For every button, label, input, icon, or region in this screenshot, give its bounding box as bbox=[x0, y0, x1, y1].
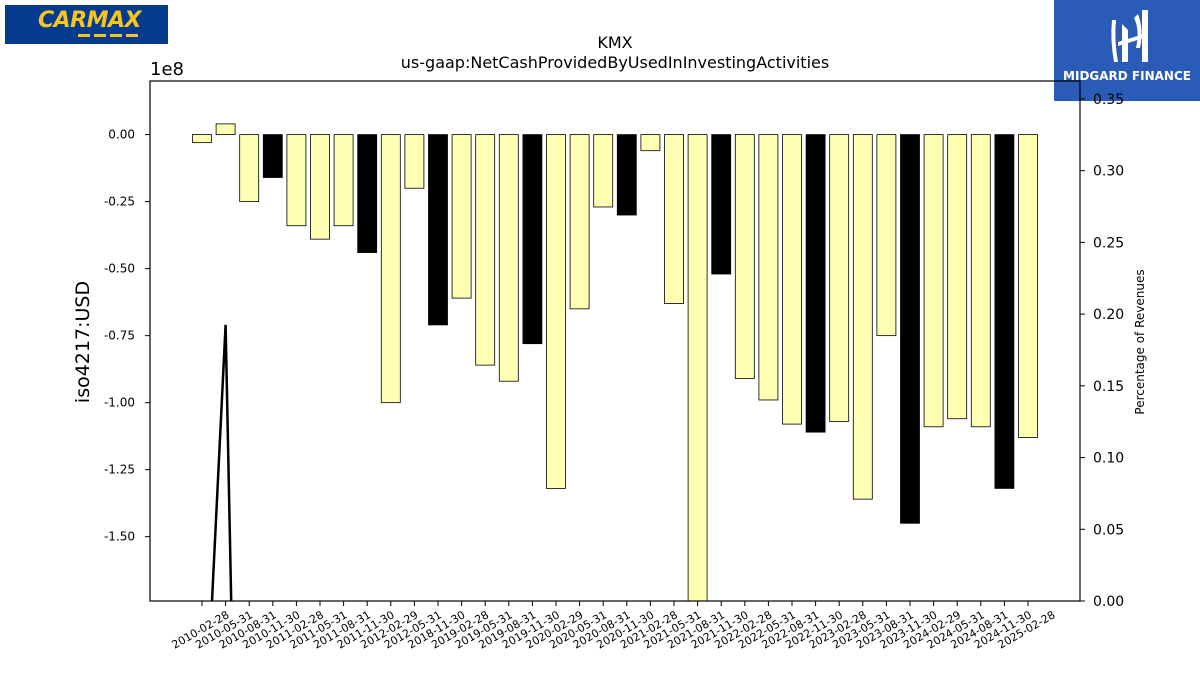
carmax-logo-dashes bbox=[78, 34, 140, 37]
bar bbox=[428, 134, 448, 326]
y-tick-label: 0.00 bbox=[108, 128, 135, 142]
plot-frame bbox=[149, 80, 1081, 602]
bar bbox=[734, 134, 755, 379]
y2-axis-label: Percentage of Revenues bbox=[1133, 269, 1147, 414]
midgard-logo-text: MIDGARD FINANCE bbox=[1063, 69, 1191, 83]
y2-tick-label: 0.30 bbox=[1093, 164, 1124, 180]
chart-subtitle: us-gaap:NetCashProvidedByUsedInInvesting… bbox=[401, 53, 829, 72]
chart-title: KMX bbox=[597, 33, 632, 52]
bar bbox=[758, 134, 779, 401]
midgard-finance-logo: MIDGARD FINANCE bbox=[1054, 0, 1200, 101]
y-axis-label: iso4217:USD bbox=[72, 281, 94, 403]
bar bbox=[404, 134, 425, 189]
axes-layer: 0.00 -0.25 -0.50 -0.75 -1.00 -1.25 -1.50 0.35 0.… bbox=[104, 80, 1124, 652]
bar bbox=[876, 134, 897, 337]
carmax-logo: CARMAX bbox=[5, 5, 168, 44]
y-tick-label: -0.50 bbox=[104, 262, 135, 276]
y-tick-label: -1.25 bbox=[104, 463, 135, 477]
bar bbox=[947, 134, 968, 420]
y2-tick-label: 0.05 bbox=[1093, 522, 1124, 538]
bar bbox=[380, 134, 401, 404]
bar bbox=[782, 134, 802, 425]
y-tick-label: -0.75 bbox=[104, 329, 135, 343]
bar bbox=[498, 134, 519, 382]
y2-tick-label: 0.35 bbox=[1093, 92, 1124, 108]
bar bbox=[852, 134, 873, 500]
bar-layer bbox=[192, 123, 1038, 602]
bar bbox=[546, 134, 566, 489]
bar bbox=[805, 134, 826, 433]
y2-tick-label: 0.20 bbox=[1093, 307, 1124, 323]
y-tick-label: -1.50 bbox=[104, 530, 135, 544]
y-tick-label: -1.00 bbox=[104, 396, 135, 410]
bar bbox=[923, 134, 944, 428]
bar bbox=[640, 134, 661, 152]
bar bbox=[239, 134, 260, 203]
bar bbox=[711, 134, 732, 275]
bar bbox=[970, 134, 991, 428]
bar bbox=[262, 134, 283, 178]
bar bbox=[569, 134, 590, 310]
bar bbox=[664, 134, 684, 304]
bar bbox=[357, 134, 378, 253]
bar bbox=[286, 134, 307, 227]
midgard-emblem-icon bbox=[1111, 10, 1148, 62]
y-tick-label: -0.25 bbox=[104, 195, 135, 209]
y2-tick-label: 0.10 bbox=[1093, 451, 1124, 467]
bar bbox=[333, 134, 354, 227]
bar bbox=[310, 134, 330, 240]
bar bbox=[829, 134, 850, 422]
bar bbox=[215, 123, 236, 136]
line-layer bbox=[210, 324, 233, 602]
bar bbox=[1018, 134, 1038, 438]
y2-tick-label: 0.15 bbox=[1093, 379, 1124, 395]
bar bbox=[475, 134, 496, 366]
bar bbox=[900, 134, 920, 524]
percentage-line bbox=[210, 324, 233, 602]
bar bbox=[522, 134, 543, 345]
bar bbox=[687, 134, 708, 602]
bar bbox=[994, 134, 1015, 489]
y-offset-label: 1e8 bbox=[150, 59, 184, 80]
bar bbox=[192, 134, 212, 144]
y2-tick-label: 0.25 bbox=[1093, 235, 1124, 251]
bar bbox=[616, 134, 637, 216]
bar bbox=[593, 134, 614, 208]
carmax-logo-text: CARMAX bbox=[38, 8, 142, 33]
y2-tick-label: 0.00 bbox=[1093, 594, 1124, 610]
bar bbox=[451, 134, 472, 299]
